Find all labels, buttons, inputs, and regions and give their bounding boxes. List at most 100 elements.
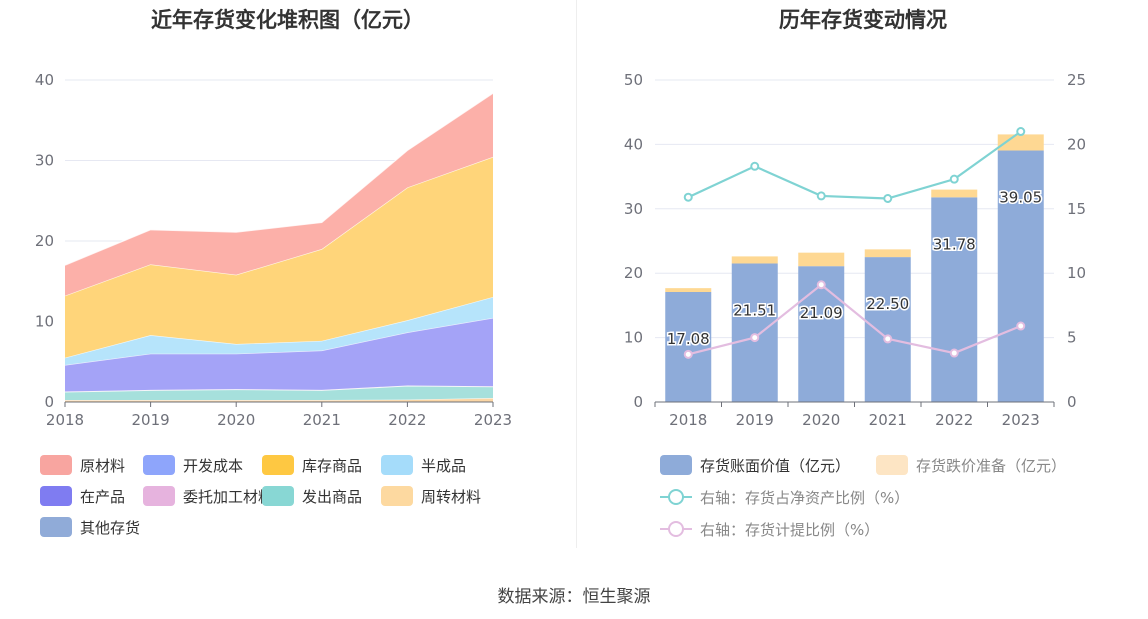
legend-label: 存货跌价准备（亿元） xyxy=(916,456,1067,475)
legend-label: 存货账面价值（亿元） xyxy=(700,456,851,475)
x-tick-label: 2023 xyxy=(1002,411,1040,429)
bar-impairment-reserve xyxy=(864,249,911,258)
line-inventory-net-asset-ratio xyxy=(687,130,1022,200)
bar-line-chart: 0 10 20 30 40 50 0 5 10 15 20 25 2018 2019 2020 2021 202… xyxy=(624,71,1086,429)
bar-book-value xyxy=(665,292,712,402)
legend-item[interactable]: 发出商品 xyxy=(262,485,362,507)
y-right-tick-label: 25 xyxy=(1067,71,1086,89)
legend-swatch xyxy=(876,455,908,475)
bar-line-chart-panel: 历年存货变动情况 0 10 20 30 40 50 0 5 10 15 20 25 2018 2019 20… xyxy=(578,0,1148,555)
legend-item[interactable]: 其他存货 xyxy=(40,516,140,538)
x-tick-label: 2019 xyxy=(132,411,170,429)
y-left-tick-label: 0 xyxy=(633,393,643,411)
bar-impairment-reserve xyxy=(665,288,712,293)
line-point xyxy=(883,334,893,344)
legend-swatch xyxy=(381,486,413,506)
x-tick-label: 2022 xyxy=(935,411,973,429)
legend-item[interactable]: 半成品 xyxy=(381,454,466,476)
legend-item[interactable]: 右轴：存货占净资产比例（%） xyxy=(660,486,909,508)
line-point xyxy=(883,193,893,203)
x-tick-label: 2018 xyxy=(669,411,707,429)
bar-value-label: 39.05 xyxy=(999,189,1042,207)
bar-value-label: 17.08 xyxy=(667,330,710,348)
x-tick-label: 2020 xyxy=(802,411,840,429)
right-chart-title: 历年存货变动情况 xyxy=(779,8,947,32)
line-point xyxy=(949,174,959,184)
legend-swatch xyxy=(660,487,692,507)
legend-swatch xyxy=(40,517,72,537)
y-left-tick-label: 30 xyxy=(624,200,643,218)
bar-impairment-reserve xyxy=(731,256,778,264)
bar-impairment-reserve xyxy=(931,189,978,198)
legend-label: 原材料 xyxy=(80,456,126,475)
area-库存商品 xyxy=(65,156,493,358)
line-point xyxy=(750,333,760,343)
line-point xyxy=(816,191,826,201)
legend-item[interactable]: 库存商品 xyxy=(262,454,362,476)
legend-swatch xyxy=(660,519,692,539)
bar-value-label: 21.09 xyxy=(800,304,843,322)
legend-item[interactable]: 周转材料 xyxy=(381,485,481,507)
legend-label: 右轴：存货占净资产比例（%） xyxy=(700,488,910,507)
legend-label: 半成品 xyxy=(421,456,467,475)
x-tick-label: 2022 xyxy=(388,411,426,429)
bar-impairment-reserve xyxy=(798,252,845,267)
stacked-area-chart: 0 10 20 30 40 2018 2019 2020 2021 2022 2023 xyxy=(35,71,512,429)
y-left-tick-label: 20 xyxy=(624,264,643,282)
data-source-note: 数据来源：恒生聚源 xyxy=(497,587,651,607)
y-tick-label: 10 xyxy=(35,313,54,331)
line-point xyxy=(683,192,693,202)
legend-swatch xyxy=(40,455,72,475)
legend-item[interactable]: 右轴：存货计提比例（%） xyxy=(660,518,879,540)
legend-label: 在产品 xyxy=(80,487,126,506)
legend-label: 开发成本 xyxy=(183,456,244,475)
legend-item[interactable]: 存货跌价准备（亿元） xyxy=(876,454,1066,476)
x-tick-label: 2019 xyxy=(736,411,774,429)
legend-swatch xyxy=(40,486,72,506)
bar-value-label: 21.51 xyxy=(733,301,776,319)
legend-item[interactable]: 开发成本 xyxy=(143,454,243,476)
legend-label: 周转材料 xyxy=(421,487,482,506)
legend-label: 右轴：存货计提比例（%） xyxy=(700,520,880,539)
area-发出商品 xyxy=(65,385,493,400)
line-point xyxy=(683,349,693,359)
area-半成品 xyxy=(65,296,493,365)
legend-swatch xyxy=(262,455,294,475)
bar-book-value xyxy=(731,263,778,402)
legend-swatch xyxy=(381,455,413,475)
y-right-tick-label: 15 xyxy=(1067,200,1086,218)
y-right-tick-label: 5 xyxy=(1067,329,1077,347)
bar-value-label: 31.78 xyxy=(933,235,976,253)
line-point xyxy=(1016,127,1026,137)
y-tick-label: 20 xyxy=(35,232,54,250)
bar-book-value xyxy=(931,197,978,402)
y-left-tick-label: 10 xyxy=(624,329,643,347)
line-point xyxy=(1016,321,1026,331)
legend-item[interactable]: 存货账面价值（亿元） xyxy=(660,454,850,476)
legend-item[interactable]: 委托加工材料 xyxy=(143,485,273,507)
area-edge-原材料 xyxy=(64,92,494,266)
legend-item[interactable]: 在产品 xyxy=(40,485,125,507)
legend-swatch xyxy=(143,486,175,506)
stacked-area-chart-panel: 近年存货变化堆积图（亿元） 0 10 20 30 40 2018 2019 2020 2021 2… xyxy=(0,0,575,555)
legend-item[interactable]: 原材料 xyxy=(40,454,125,476)
y-left-tick-label: 40 xyxy=(624,135,643,153)
y-right-tick-label: 10 xyxy=(1067,264,1086,282)
area-原材料 xyxy=(65,93,493,296)
y-right-tick-label: 0 xyxy=(1067,393,1077,411)
line-provision-ratio xyxy=(687,283,1022,356)
y-tick-label: 30 xyxy=(35,152,54,170)
legend-label: 其他存货 xyxy=(80,518,141,537)
panel-divider xyxy=(576,0,577,548)
line-point xyxy=(949,348,959,358)
y-tick-label: 40 xyxy=(35,71,54,89)
line-point xyxy=(816,280,826,290)
legend-swatch xyxy=(262,486,294,506)
bar-book-value xyxy=(997,150,1044,402)
legend-swatch xyxy=(143,455,175,475)
x-tick-label: 2021 xyxy=(303,411,341,429)
legend-label: 委托加工材料 xyxy=(183,487,274,506)
area-在产品 xyxy=(65,317,493,392)
x-tick-label: 2020 xyxy=(217,411,255,429)
legend-label: 库存商品 xyxy=(302,456,363,475)
